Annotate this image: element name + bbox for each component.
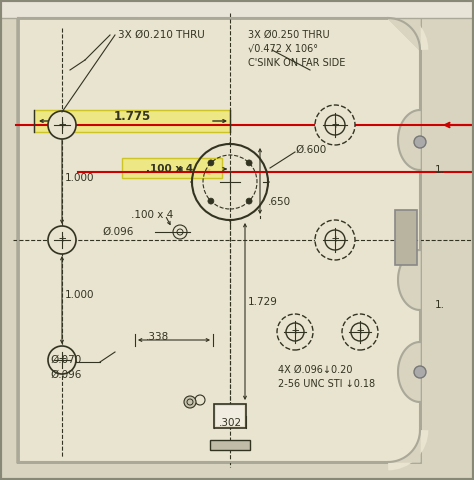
Text: +: + (58, 119, 66, 132)
Circle shape (48, 346, 76, 374)
Circle shape (195, 395, 205, 405)
Text: 1.: 1. (435, 165, 445, 175)
Bar (214, 404, 246, 428)
Text: Ø.070: Ø.070 (50, 355, 81, 365)
Circle shape (48, 226, 76, 254)
Text: 3X Ø0.250 THRU
√0.472 X 106°
C'SINK ON FAR SIDE: 3X Ø0.250 THRU √0.472 X 106° C'SINK ON F… (248, 30, 346, 68)
Text: .650: .650 (268, 197, 291, 207)
Text: 1.000: 1.000 (65, 173, 95, 183)
Text: 1.000: 1.000 (65, 290, 95, 300)
Polygon shape (388, 430, 420, 462)
Bar (210, 440, 250, 450)
Circle shape (48, 111, 76, 139)
FancyBboxPatch shape (18, 18, 420, 462)
Bar (0, 0, 474, 18)
Text: Ø.096: Ø.096 (50, 370, 82, 380)
Text: .302: .302 (219, 418, 242, 428)
Text: +: + (291, 325, 299, 338)
Polygon shape (398, 342, 420, 402)
Text: Ø.600: Ø.600 (295, 145, 326, 155)
Text: +: + (58, 233, 66, 247)
Text: +: + (331, 119, 339, 132)
Circle shape (277, 314, 313, 350)
Text: 1.729: 1.729 (248, 297, 278, 307)
Text: .100 x 4: .100 x 4 (146, 164, 193, 174)
Polygon shape (398, 110, 420, 170)
Text: .100 x 4: .100 x 4 (131, 210, 173, 220)
Polygon shape (388, 18, 420, 50)
Circle shape (315, 220, 355, 260)
Circle shape (173, 225, 187, 239)
Text: 1.: 1. (435, 300, 445, 310)
Text: 3X Ø0.210 THRU: 3X Ø0.210 THRU (118, 30, 205, 40)
Circle shape (208, 198, 214, 204)
Circle shape (315, 105, 355, 145)
Circle shape (414, 136, 426, 148)
Polygon shape (398, 250, 420, 310)
Circle shape (246, 160, 252, 166)
Bar (122, 158, 222, 178)
Bar (34, 110, 230, 132)
Bar (395, 210, 417, 265)
Circle shape (208, 160, 214, 166)
Text: +: + (331, 233, 339, 247)
Circle shape (414, 366, 426, 378)
Circle shape (184, 396, 196, 408)
Text: +: + (58, 353, 66, 367)
Text: +: + (356, 325, 364, 338)
Text: .338: .338 (146, 332, 170, 342)
Text: 1.775: 1.775 (113, 110, 151, 123)
Bar (216, 406, 244, 426)
Circle shape (342, 314, 378, 350)
Bar (18, 18, 420, 462)
Text: Ø.096: Ø.096 (102, 227, 133, 237)
Text: 4X Ø.096↓0.20
2-56 UNC STI ↓0.18: 4X Ø.096↓0.20 2-56 UNC STI ↓0.18 (278, 365, 375, 389)
Circle shape (246, 198, 252, 204)
